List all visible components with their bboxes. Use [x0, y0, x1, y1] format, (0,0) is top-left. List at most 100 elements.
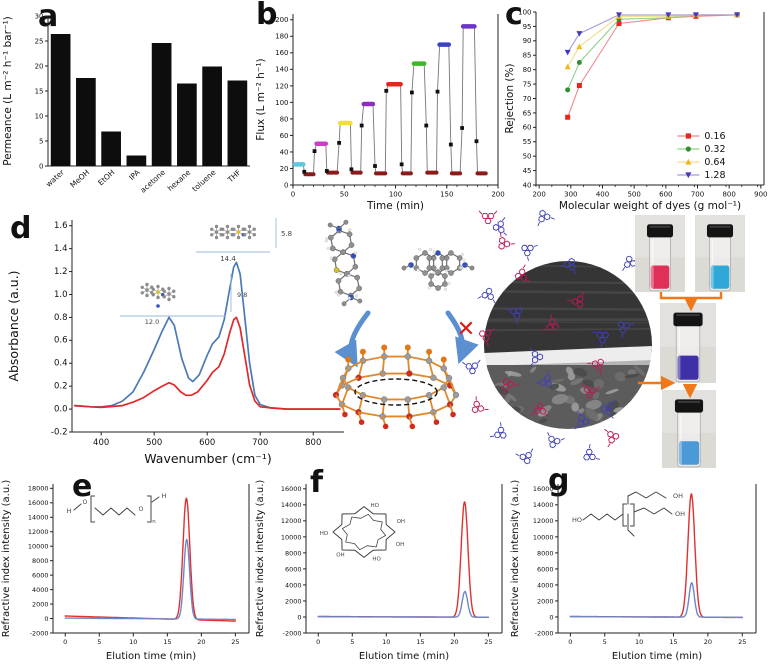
c-chart-svg: 40 45 50 55 60 65 70 75 80 85 90 95 100 200 300 400 500 6… — [504, 8, 768, 212]
svg-text:0.6: 0.6 — [54, 336, 68, 346]
svg-text:Time (min): Time (min) — [366, 200, 424, 212]
svg-text:Elution time (min): Elution time (min) — [106, 651, 196, 662]
dye-molecule-glyph — [478, 328, 496, 346]
svg-text:6000: 6000 — [537, 565, 554, 573]
svg-text:0.4: 0.4 — [54, 359, 68, 369]
svg-text:Elution time (min): Elution time (min) — [359, 651, 449, 662]
dye-molecule-glyph — [502, 378, 519, 395]
svg-text:180: 180 — [275, 33, 288, 41]
dye-molecule-glyph — [478, 210, 498, 225]
dye-molecule-glyph — [505, 307, 523, 324]
blocked-x-icon: ✕ — [457, 317, 475, 342]
dye-molecule-ball-stick-left — [324, 219, 363, 307]
svg-text:Wavenumber (cm⁻¹): Wavenumber (cm⁻¹) — [144, 451, 271, 466]
svg-text:150: 150 — [440, 191, 453, 199]
dye-molecule-glyph — [514, 264, 531, 283]
svg-text:25: 25 — [35, 37, 44, 45]
dye-molecule-glyph — [498, 232, 515, 250]
svg-text:O: O — [83, 499, 88, 506]
svg-text:18000: 18000 — [28, 485, 49, 493]
svg-text:600: 600 — [199, 438, 215, 448]
svg-text:6000: 6000 — [285, 565, 302, 573]
svg-text:16000: 16000 — [28, 499, 49, 507]
svg-text:60: 60 — [523, 124, 532, 132]
vial-photo-red-dye — [635, 215, 685, 292]
rejected-arrow — [445, 310, 479, 365]
svg-text:300: 300 — [564, 191, 577, 199]
svg-text:8000: 8000 — [32, 557, 49, 565]
svg-text:10: 10 — [129, 638, 137, 646]
svg-text:0: 0 — [549, 613, 553, 621]
svg-text:2000: 2000 — [32, 600, 49, 608]
a-chart-svg: 0 5 10 15 20 25 30 Permeance (L m⁻² h⁻¹ bar⁻¹) w… — [2, 12, 250, 195]
svg-text:90: 90 — [523, 37, 532, 45]
svg-text:16000: 16000 — [281, 485, 302, 493]
svg-text:Molecular weight of dyes (g mo: Molecular weight of dyes (g mol⁻¹) — [559, 200, 741, 212]
svg-text:400: 400 — [93, 438, 109, 448]
svg-text:OH: OH — [675, 510, 685, 518]
svg-text:5: 5 — [603, 638, 607, 646]
svg-text:600: 600 — [659, 191, 672, 199]
svg-text:0: 0 — [297, 613, 301, 621]
dye-molecule-glyph — [462, 359, 481, 375]
panel-label-b: b — [256, 0, 278, 32]
svg-text:0: 0 — [316, 638, 320, 646]
svg-text:14000: 14000 — [28, 514, 49, 522]
svg-text:14.4: 14.4 — [220, 255, 236, 263]
d-chart-svg: -0.2 0.0 0.2 0.4 0.6 0.8 1.0 1.2 1.4 1.6 400 500 600… — [6, 218, 344, 466]
svg-text:80: 80 — [280, 115, 289, 123]
svg-text:Permeance (L m⁻² h⁻¹ bar⁻¹): Permeance (L m⁻² h⁻¹ bar⁻¹) — [2, 16, 14, 166]
svg-text:60: 60 — [280, 132, 289, 140]
svg-text:25: 25 — [484, 638, 492, 646]
svg-text:700: 700 — [691, 191, 704, 199]
svg-text:HO: HO — [370, 503, 379, 509]
svg-text:20: 20 — [35, 62, 44, 70]
svg-text:8000: 8000 — [537, 549, 554, 557]
svg-text:20: 20 — [280, 165, 289, 173]
svg-text:5: 5 — [350, 638, 354, 646]
svg-text:12000: 12000 — [533, 517, 554, 525]
svg-text:40: 40 — [523, 181, 532, 189]
svg-text:4000: 4000 — [285, 581, 302, 589]
dye-molecule-glyph — [592, 331, 610, 348]
svg-text:5: 5 — [97, 638, 101, 646]
panel-b-flux-time-chart: 0 20 40 60 80 100 120 140 160 180 200 0 50 100 150 200 T… — [255, 0, 505, 216]
svg-text:40: 40 — [280, 148, 289, 156]
svg-text:10: 10 — [35, 112, 44, 120]
dye-molecule-glyph — [574, 410, 590, 430]
svg-text:200: 200 — [491, 191, 504, 199]
svg-text:0: 0 — [44, 615, 48, 623]
svg-text:500: 500 — [146, 438, 162, 448]
svg-text:4000: 4000 — [537, 581, 554, 589]
panel-g-gpc-chart: -2000 0 2000 4000 6000 8000 10000 12000 14000 160… — [510, 470, 771, 671]
svg-text:140: 140 — [275, 66, 288, 74]
svg-text:-2000: -2000 — [30, 629, 49, 637]
svg-text:HO: HO — [572, 516, 582, 524]
svg-text:0: 0 — [39, 162, 43, 170]
panel-label-f: f — [310, 465, 324, 500]
svg-text:1.6: 1.6 — [54, 221, 68, 231]
svg-text:800: 800 — [722, 191, 735, 199]
svg-text:16000: 16000 — [533, 485, 554, 493]
svg-text:400: 400 — [596, 191, 609, 199]
svg-text:15: 15 — [669, 638, 677, 646]
svg-text:H: H — [67, 507, 72, 515]
svg-text:0.16: 0.16 — [704, 131, 725, 142]
svg-text:4000: 4000 — [32, 586, 49, 594]
svg-text:85: 85 — [523, 52, 532, 60]
svg-text:Elution time (min): Elution time (min) — [612, 651, 702, 662]
svg-text:Refractive index intensity (a.: Refractive index intensity (a.u.) — [510, 480, 521, 638]
svg-text:OH: OH — [396, 542, 404, 548]
svg-text:100: 100 — [389, 191, 402, 199]
svg-text:H: H — [162, 492, 167, 500]
dye-molecule-glyph — [530, 402, 549, 418]
dye-molecule-glyph — [567, 291, 584, 309]
svg-text:0.2: 0.2 — [54, 382, 68, 392]
dye-molecule-glyph — [492, 217, 508, 236]
svg-text:0: 0 — [284, 181, 288, 189]
svg-text:5: 5 — [39, 137, 43, 145]
dye-molecule-glyph — [559, 257, 577, 275]
svg-text:HO: HO — [372, 556, 381, 562]
svg-text:1.28: 1.28 — [704, 170, 725, 181]
